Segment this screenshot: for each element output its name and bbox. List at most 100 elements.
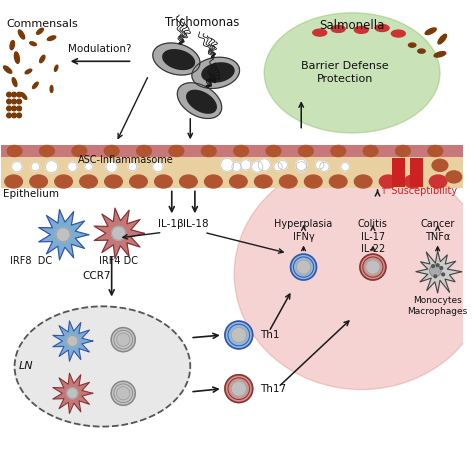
- Circle shape: [68, 162, 77, 171]
- Circle shape: [366, 260, 380, 274]
- Circle shape: [225, 375, 253, 402]
- Circle shape: [117, 387, 130, 400]
- Ellipse shape: [255, 175, 272, 188]
- Ellipse shape: [3, 66, 12, 73]
- Text: CCR7: CCR7: [82, 271, 111, 281]
- Ellipse shape: [33, 82, 38, 89]
- Ellipse shape: [432, 159, 448, 171]
- Circle shape: [231, 328, 246, 343]
- Circle shape: [221, 158, 234, 171]
- Ellipse shape: [25, 69, 32, 74]
- Text: Trichomonas: Trichomonas: [164, 16, 239, 29]
- Ellipse shape: [137, 146, 151, 156]
- Circle shape: [17, 92, 21, 97]
- Text: Colitis: Colitis: [358, 219, 388, 229]
- Circle shape: [241, 160, 251, 170]
- Text: TNFα: TNFα: [425, 232, 450, 242]
- Text: IL-18: IL-18: [183, 219, 209, 229]
- Circle shape: [274, 163, 283, 171]
- Polygon shape: [53, 373, 93, 413]
- Text: Salmonella: Salmonella: [319, 19, 385, 32]
- Circle shape: [7, 113, 11, 118]
- Circle shape: [111, 328, 135, 352]
- Polygon shape: [163, 50, 194, 70]
- Text: Monocytes
Macrophages: Monocytes Macrophages: [408, 296, 468, 316]
- Ellipse shape: [104, 146, 119, 156]
- FancyBboxPatch shape: [0, 157, 463, 189]
- Polygon shape: [53, 321, 93, 361]
- Ellipse shape: [14, 52, 19, 64]
- Circle shape: [225, 321, 253, 349]
- Circle shape: [7, 92, 11, 97]
- Text: IRF8  DC: IRF8 DC: [9, 256, 52, 266]
- Ellipse shape: [47, 36, 56, 40]
- Polygon shape: [94, 208, 144, 258]
- Ellipse shape: [234, 158, 474, 390]
- Circle shape: [360, 254, 386, 280]
- Ellipse shape: [396, 146, 410, 156]
- Circle shape: [296, 162, 306, 172]
- Ellipse shape: [331, 146, 346, 156]
- Ellipse shape: [55, 175, 73, 188]
- Circle shape: [278, 160, 287, 170]
- Ellipse shape: [105, 175, 122, 188]
- Circle shape: [17, 99, 21, 104]
- Text: IFNγ: IFNγ: [292, 232, 314, 242]
- Text: Commensals: Commensals: [6, 19, 78, 29]
- Ellipse shape: [201, 146, 216, 156]
- Circle shape: [296, 159, 307, 171]
- Circle shape: [67, 388, 78, 399]
- Ellipse shape: [72, 146, 87, 156]
- Circle shape: [258, 159, 270, 171]
- Circle shape: [291, 254, 317, 280]
- Circle shape: [12, 92, 17, 97]
- Ellipse shape: [304, 175, 322, 188]
- Ellipse shape: [299, 146, 313, 156]
- Polygon shape: [39, 210, 89, 260]
- Circle shape: [111, 226, 126, 240]
- Polygon shape: [192, 57, 239, 89]
- Circle shape: [7, 106, 11, 111]
- Text: Epithelium: Epithelium: [3, 190, 59, 200]
- Ellipse shape: [180, 175, 197, 188]
- Ellipse shape: [234, 146, 248, 156]
- Circle shape: [12, 99, 17, 104]
- Ellipse shape: [266, 146, 281, 156]
- Circle shape: [31, 163, 39, 171]
- Circle shape: [17, 106, 21, 111]
- Ellipse shape: [39, 146, 55, 156]
- Circle shape: [12, 113, 17, 118]
- Ellipse shape: [30, 175, 47, 188]
- Circle shape: [316, 161, 324, 169]
- Circle shape: [231, 381, 246, 396]
- Ellipse shape: [80, 175, 97, 188]
- Ellipse shape: [36, 28, 44, 34]
- Text: IL-17
IL-22: IL-17 IL-22: [361, 232, 385, 254]
- Text: Hyperplasia: Hyperplasia: [274, 219, 333, 229]
- Ellipse shape: [264, 13, 440, 133]
- Ellipse shape: [363, 146, 378, 156]
- Circle shape: [432, 265, 434, 267]
- Circle shape: [153, 162, 163, 172]
- Circle shape: [429, 265, 441, 276]
- Circle shape: [442, 273, 445, 276]
- Circle shape: [341, 163, 349, 171]
- Ellipse shape: [418, 49, 425, 53]
- Ellipse shape: [280, 175, 297, 188]
- Circle shape: [46, 161, 57, 173]
- Circle shape: [252, 161, 263, 172]
- Text: Cancer: Cancer: [420, 219, 455, 229]
- Text: Th1: Th1: [261, 330, 280, 340]
- Ellipse shape: [155, 175, 172, 188]
- Circle shape: [128, 163, 137, 171]
- Circle shape: [232, 162, 241, 171]
- Ellipse shape: [379, 175, 397, 188]
- Ellipse shape: [438, 34, 447, 44]
- Text: Modulation?: Modulation?: [68, 45, 132, 55]
- FancyBboxPatch shape: [410, 158, 423, 187]
- Ellipse shape: [429, 175, 447, 188]
- Ellipse shape: [404, 175, 422, 188]
- Ellipse shape: [205, 175, 222, 188]
- Ellipse shape: [15, 306, 190, 427]
- FancyBboxPatch shape: [392, 158, 405, 187]
